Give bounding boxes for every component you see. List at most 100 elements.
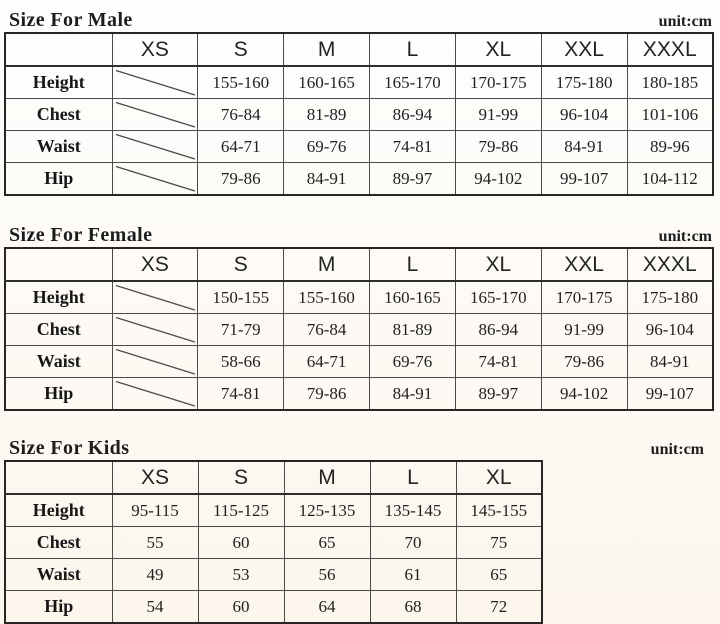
size-header-l: L — [369, 247, 456, 282]
value-cell: 84-91 — [283, 162, 371, 196]
table-row: Height 155-160 160-165 165-170 170-175 175-18… — [4, 65, 714, 99]
value-cell: 65 — [283, 526, 371, 559]
size-table-male: XS S M L XL XXL XXXL Height 155-160 160-165 165-17… — [4, 32, 714, 196]
section-head: Size For Male unit:cm — [4, 4, 714, 30]
not-available-cell — [111, 162, 199, 196]
row-label-height: Height — [4, 493, 113, 527]
value-cell: 75 — [455, 526, 543, 559]
table-title-kids: Size For Kids — [9, 437, 130, 459]
size-header-l: L — [369, 32, 456, 67]
table-body: Height 150-155 155-160 160-165 165-170 170-17… — [4, 280, 714, 411]
value-cell: 96-104 — [540, 98, 628, 131]
value-cell: 91-99 — [454, 98, 542, 131]
size-header-m: M — [283, 247, 371, 282]
not-available-cell — [111, 65, 199, 99]
table-row: Chest 71-79 76-84 81-89 86-94 91-99 96-104 — [4, 313, 714, 346]
table-row: XS S M L XL XXL XXXL — [4, 32, 714, 67]
value-cell: 64-71 — [197, 130, 285, 163]
size-header-xxxl: XXXL — [626, 32, 714, 67]
value-cell: 86-94 — [369, 98, 456, 131]
table-row: Hip 74-81 79-86 84-91 89-97 94-102 99-107 — [4, 377, 714, 411]
size-header-xxxl: XXXL — [626, 247, 714, 282]
value-cell: 145-155 — [455, 493, 543, 527]
row-label-chest: Chest — [4, 313, 113, 346]
size-header-xs: XS — [111, 32, 199, 67]
table-body: Height 155-160 160-165 165-170 170-175 175-18… — [4, 65, 714, 196]
diagonal-slash-icon — [115, 101, 195, 128]
value-cell: 99-107 — [540, 162, 628, 196]
value-cell: 165-170 — [454, 280, 542, 314]
value-cell: 150-155 — [197, 280, 285, 314]
value-cell: 125-135 — [283, 493, 371, 527]
value-cell: 84-91 — [626, 345, 714, 378]
unit-label: unit:cm — [650, 441, 704, 458]
value-cell: 81-89 — [283, 98, 371, 131]
section-female: Size For Female unit:cm XS S M L XL XXL XXXL Heig… — [4, 220, 714, 411]
value-cell: 60 — [197, 590, 285, 624]
table-body: Height 95-115 115-125 125-135 135-145 145-155… — [4, 493, 543, 624]
value-cell: 58-66 — [197, 345, 285, 378]
value-cell: 49 — [111, 558, 199, 591]
corner-cell — [4, 247, 113, 282]
table-row: Hip 54 60 64 68 72 — [4, 590, 543, 624]
value-cell: 155-160 — [283, 280, 371, 314]
value-cell: 175-180 — [626, 280, 714, 314]
row-label-hip: Hip — [4, 590, 113, 624]
value-cell: 96-104 — [626, 313, 714, 346]
section-head: Size For Kids unit:cm — [4, 433, 714, 458]
value-cell: 70 — [369, 526, 457, 559]
value-cell: 76-84 — [197, 98, 285, 131]
table-title-male: Size For Male — [9, 9, 133, 31]
value-cell: 115-125 — [197, 493, 285, 527]
size-header-row: XS S M L XL XXL XXXL — [4, 32, 714, 67]
value-cell: 54 — [111, 590, 199, 624]
value-cell: 104-112 — [626, 162, 714, 196]
corner-cell — [4, 32, 113, 67]
row-label-waist: Waist — [4, 130, 113, 163]
diagonal-slash-icon — [115, 165, 195, 192]
value-cell: 81-89 — [369, 313, 456, 346]
size-header-row: XS S M L XL — [4, 460, 543, 495]
row-label-height: Height — [4, 280, 113, 314]
size-table-kids: XS S M L XL Height 95-115 115-125 125-135 135-145… — [4, 460, 543, 624]
value-cell: 79-86 — [540, 345, 628, 378]
value-cell: 76-84 — [283, 313, 371, 346]
value-cell: 160-165 — [369, 280, 456, 314]
table-row: Waist 64-71 69-76 74-81 79-86 84-91 89-96 — [4, 130, 714, 163]
value-cell: 180-185 — [626, 65, 714, 99]
corner-cell — [4, 460, 113, 495]
value-cell: 55 — [111, 526, 199, 559]
value-cell: 94-102 — [454, 162, 542, 196]
diagonal-slash-icon — [115, 284, 195, 311]
value-cell: 165-170 — [369, 65, 456, 99]
size-header-m: M — [283, 32, 371, 67]
value-cell: 160-165 — [283, 65, 371, 99]
value-cell: 56 — [283, 558, 371, 591]
value-cell: 89-96 — [626, 130, 714, 163]
value-cell: 89-97 — [454, 377, 542, 411]
row-label-waist: Waist — [4, 345, 113, 378]
not-available-cell — [111, 345, 199, 378]
section-head: Size For Female unit:cm — [4, 220, 714, 245]
value-cell: 95-115 — [111, 493, 199, 527]
value-cell: 84-91 — [369, 377, 456, 411]
size-header-s: S — [197, 32, 285, 67]
value-cell: 64 — [283, 590, 371, 624]
not-available-cell — [111, 280, 199, 314]
value-cell: 69-76 — [369, 345, 456, 378]
size-header-xxl: XXL — [540, 247, 628, 282]
diagonal-slash-icon — [115, 380, 195, 407]
size-header-xs: XS — [111, 460, 199, 495]
value-cell: 79-86 — [283, 377, 371, 411]
size-header-xl: XL — [454, 32, 542, 67]
section-male: Size For Male unit:cm XS S M L XL XXL XXXL Height… — [4, 4, 714, 196]
value-cell: 64-71 — [283, 345, 371, 378]
diagonal-slash-icon — [115, 133, 195, 160]
size-header-row: XS S M L XL XXL XXXL — [4, 247, 714, 282]
table-title-female: Size For Female — [9, 224, 153, 246]
table-row: Hip 79-86 84-91 89-97 94-102 99-107 104-112 — [4, 162, 714, 196]
value-cell: 79-86 — [197, 162, 285, 196]
value-cell: 101-106 — [626, 98, 714, 131]
value-cell: 91-99 — [540, 313, 628, 346]
value-cell: 61 — [369, 558, 457, 591]
